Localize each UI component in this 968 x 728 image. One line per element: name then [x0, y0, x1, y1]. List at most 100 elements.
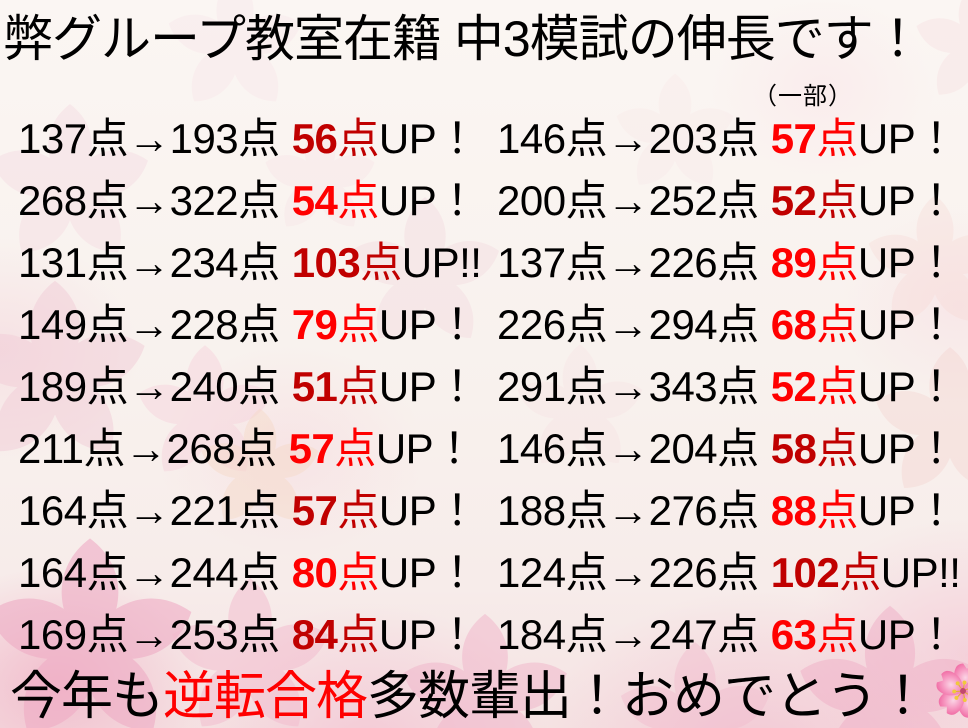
score-entry: 146点→204点 58点UP！ — [497, 415, 968, 476]
arrow-right-icon: → — [607, 424, 649, 472]
score-entry: 200点→252点 52点UP！ — [497, 167, 968, 228]
score-row: 149点→228点 79点UP！ 226点→294点 68点UP！ — [0, 290, 968, 352]
score-entry: 268点→322点 54点UP！ — [18, 167, 497, 228]
score-after: 247 — [648, 610, 718, 658]
unit-label: 点 — [337, 548, 379, 596]
score-row: 211点→268点 57点UP！ 146点→204点 58点UP！ — [0, 414, 968, 476]
footer-highlight: 逆転合格 — [163, 668, 368, 726]
unit-label: 点 — [565, 176, 608, 224]
score-after: 228 — [169, 300, 239, 348]
unit-label: 点 — [717, 486, 759, 534]
score-after: 234 — [169, 238, 239, 286]
score-gain: 54 — [291, 176, 338, 224]
arrow-right-icon: → — [128, 548, 170, 596]
page-title: 弊グループ教室在籍 中3模試の伸長です！ — [3, 11, 923, 67]
score-after: 253 — [169, 610, 239, 658]
score-after: 244 — [169, 548, 239, 596]
up-label: UP！ — [857, 176, 957, 224]
unit-label: 点 — [360, 238, 402, 286]
score-gain: 102 — [770, 548, 840, 596]
unit-label: 点 — [337, 114, 379, 162]
score-after: 203 — [648, 114, 718, 162]
unit-label: 点 — [816, 486, 858, 534]
arrow-right-icon: → — [128, 114, 170, 162]
score-before: 189 — [18, 362, 87, 410]
score-gain: 57 — [291, 486, 338, 534]
score-gain: 57 — [770, 114, 817, 162]
score-gain: 88 — [770, 486, 817, 534]
unit-label: 点 — [238, 548, 280, 596]
score-after: 343 — [648, 362, 718, 410]
score-entry: 184点→247点 63点UP！ — [497, 601, 968, 662]
arrow-right-icon: → — [128, 176, 170, 224]
unit-label: 点 — [86, 610, 129, 658]
up-label: UP！ — [857, 300, 957, 348]
unit-label: 点 — [717, 610, 759, 658]
score-entry: 226点→294点 68点UP！ — [497, 291, 968, 352]
score-before: 131 — [18, 238, 87, 286]
score-before: 164 — [18, 486, 87, 534]
unit-label: 点 — [717, 238, 759, 286]
score-entry: 211点→268点 57点UP！ — [18, 415, 497, 476]
unit-label: 点 — [839, 548, 881, 596]
unit-label: 点 — [717, 176, 759, 224]
unit-label: 点 — [337, 300, 379, 348]
unit-label: 点 — [717, 114, 759, 162]
score-entry: 188点→276点 88点UP！ — [497, 477, 968, 538]
unit-label: 点 — [337, 176, 379, 224]
unit-label: 点 — [816, 610, 858, 658]
unit-label: 点 — [337, 362, 379, 410]
up-label: UP！ — [378, 362, 478, 410]
score-entry: 189点→240点 51点UP！ — [18, 353, 497, 414]
score-after: 268 — [166, 424, 236, 472]
up-label: UP！ — [375, 424, 475, 472]
up-label: UP！ — [857, 424, 957, 472]
score-after: 240 — [169, 362, 239, 410]
score-before: 211 — [18, 424, 84, 472]
unit-label: 点 — [717, 300, 759, 348]
up-label: UP!! — [880, 548, 961, 596]
score-before: 200 — [497, 176, 566, 224]
unit-label: 点 — [717, 548, 759, 596]
unit-label: 点 — [238, 238, 280, 286]
arrow-right-icon: → — [128, 238, 170, 286]
score-gain: 51 — [291, 362, 338, 410]
score-row: 137点→193点 56点UP！ 146点→203点 57点UP！ — [0, 104, 968, 166]
score-list: 137点→193点 56点UP！ 146点→203点 57点UP！ 268点→322点 5… — [0, 104, 968, 662]
arrow-right-icon: → — [607, 300, 649, 348]
unit-label: 点 — [238, 362, 280, 410]
unit-label: 点 — [816, 238, 858, 286]
up-label: UP！ — [378, 114, 478, 162]
unit-label: 点 — [565, 610, 608, 658]
unit-label: 点 — [717, 424, 759, 472]
score-after: 221 — [169, 486, 239, 534]
unit-label: 点 — [565, 300, 608, 348]
arrow-right-icon: → — [128, 610, 170, 658]
unit-label: 点 — [86, 176, 129, 224]
score-before: 146 — [497, 424, 566, 472]
score-gain: 80 — [291, 548, 338, 596]
unit-label: 点 — [565, 114, 608, 162]
unit-label: 点 — [238, 610, 280, 658]
score-gain: 63 — [770, 610, 817, 658]
score-entry: 137点→226点 89点UP！ — [497, 229, 968, 290]
score-before: 137 — [497, 238, 566, 286]
score-before: 268 — [18, 176, 87, 224]
score-after: 276 — [648, 486, 718, 534]
score-row: 189点→240点 51点UP！ 291点→343点 52点UP！ — [0, 352, 968, 414]
score-row: 164点→221点 57点UP！ 188点→276点 88点UP！ — [0, 476, 968, 538]
score-after: 226 — [648, 548, 718, 596]
arrow-right-icon: → — [607, 610, 649, 658]
unit-label: 点 — [816, 424, 858, 472]
score-gain: 79 — [291, 300, 338, 348]
unit-label: 点 — [238, 176, 280, 224]
score-before: 188 — [497, 486, 566, 534]
unit-label: 点 — [565, 238, 608, 286]
score-after: 252 — [648, 176, 718, 224]
score-before: 124 — [497, 548, 566, 596]
up-label: UP！ — [857, 610, 957, 658]
unit-label: 点 — [238, 486, 280, 534]
unit-label: 点 — [86, 238, 129, 286]
score-gain: 52 — [770, 362, 817, 410]
score-after: 294 — [648, 300, 718, 348]
